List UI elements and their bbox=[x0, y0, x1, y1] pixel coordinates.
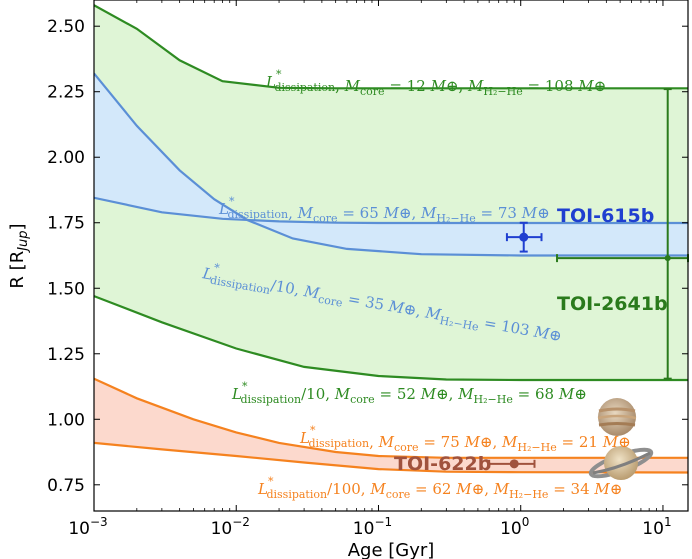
y-tick-label-2: 1.25 bbox=[47, 345, 85, 365]
y-tick-label-5: 2.00 bbox=[47, 148, 85, 168]
band-lower-line-2 bbox=[94, 441, 688, 474]
x-tick-label-0: 10−3 bbox=[68, 515, 107, 539]
band-fill-0 bbox=[94, 5, 688, 380]
point-1 bbox=[664, 255, 671, 262]
band-lower-line-0 bbox=[94, 295, 688, 382]
y-tick-label-6: 2.25 bbox=[47, 83, 85, 103]
annotation-o-top: L* dissipation, Mcore = 75 M⊕, MH₂−He = 2… bbox=[299, 424, 631, 454]
label-toi-615b: TOI-615b bbox=[557, 205, 654, 227]
band-fill-2 bbox=[94, 378, 688, 473]
y-tick-label-0: 0.75 bbox=[47, 476, 85, 496]
saturn-icon bbox=[588, 446, 654, 480]
point-2 bbox=[509, 459, 519, 469]
model-bands bbox=[94, 4, 688, 474]
band-upper-line-0 bbox=[94, 4, 688, 90]
x-tick-label-1: 10−2 bbox=[211, 515, 250, 539]
y-tick-label-7: 2.50 bbox=[47, 17, 85, 37]
x-axis-label: Age [Gyr] bbox=[348, 540, 435, 559]
label-toi-622b: TOI-622b bbox=[394, 453, 491, 475]
point-0 bbox=[519, 232, 529, 242]
annotation-b-top: L* dissipation, Mcore = 65 M⊕, MH₂−He = 7… bbox=[218, 195, 550, 225]
y-axis-label: R [RJup] bbox=[7, 223, 31, 288]
annotation-g-bot: L* dissipation/10, Mcore = 52 M⊕, MH₂−He … bbox=[231, 380, 587, 406]
y-tick-label-4: 1.75 bbox=[47, 214, 85, 234]
x-tick-label-3: 100 bbox=[500, 515, 529, 539]
label-toi-2641b: TOI-2641b bbox=[557, 293, 668, 315]
plot-frame bbox=[93, 0, 689, 512]
band-upper-line-1 bbox=[94, 196, 688, 225]
annotation-o-bot: L* dissipation/100, Mcore = 62 M⊕, MH₂−He… bbox=[257, 475, 622, 501]
planet-points bbox=[488, 88, 689, 469]
band-upper-line-2 bbox=[94, 377, 688, 459]
band-annotations: L* dissipation, Mcore = 12 M⊕, MH₂−He = 1… bbox=[200, 68, 631, 501]
x-tick-label-4: 101 bbox=[642, 515, 671, 539]
annotation-g-top: L* dissipation, Mcore = 12 M⊕, MH₂−He = 1… bbox=[265, 68, 606, 98]
band-lower-line-1 bbox=[94, 72, 688, 257]
y-tick-label-1: 1.00 bbox=[47, 410, 85, 430]
planet-labels: TOI-615b TOI-2641b TOI-622b bbox=[394, 205, 668, 475]
band-fill-1 bbox=[94, 73, 688, 256]
jupiter-icon bbox=[597, 398, 637, 436]
x-axis-ticks: 10−3 10−2 10−1 100 101 bbox=[68, 0, 672, 539]
y-axis-ticks: 0.75 1.00 1.25 1.50 1.75 2.00 2.25 2.50 bbox=[47, 17, 688, 496]
y-tick-label-3: 1.50 bbox=[47, 279, 85, 299]
x-tick-label-2: 10−1 bbox=[353, 515, 392, 539]
